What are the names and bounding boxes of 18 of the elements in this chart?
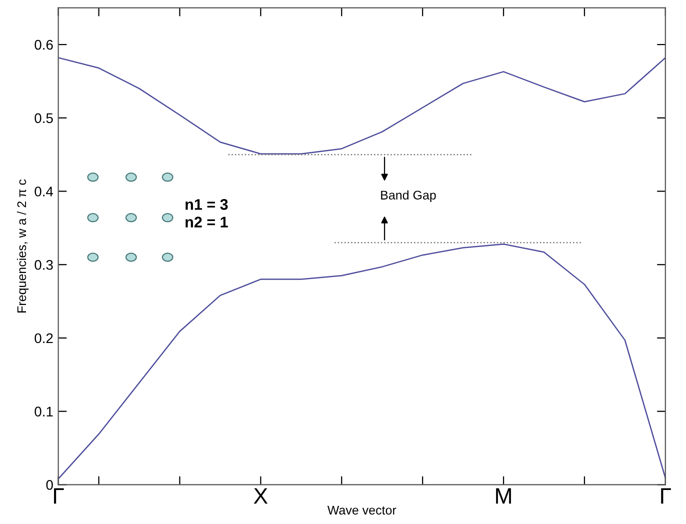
y-tick-label: 0.1 — [34, 406, 53, 417]
x-tick-label: Γ — [661, 488, 671, 504]
line-series — [58, 57, 666, 154]
y-tick-label: 0.6 — [34, 40, 53, 50]
y-tick-label: 0 — [46, 480, 53, 490]
x-tick-label: M — [496, 488, 511, 504]
line-series — [58, 243, 666, 480]
x-tick-label: X — [254, 488, 268, 504]
annotation: n1 = 3 — [186, 199, 228, 210]
y-tick-label: 0.3 — [34, 260, 53, 270]
y-tick-label: 0.2 — [34, 333, 53, 344]
x-tick-label: Γ — [54, 488, 64, 504]
annotation: Band Gap — [381, 190, 436, 202]
y-axis-title: Frequencies, w a / 2 π c — [16, 179, 29, 312]
annotation: n2 = 1 — [186, 216, 228, 228]
y-tick-label: 0.4 — [34, 186, 54, 196]
y-tick-label: 0.5 — [34, 113, 53, 124]
x-axis-title: Wave vector — [327, 506, 396, 515]
